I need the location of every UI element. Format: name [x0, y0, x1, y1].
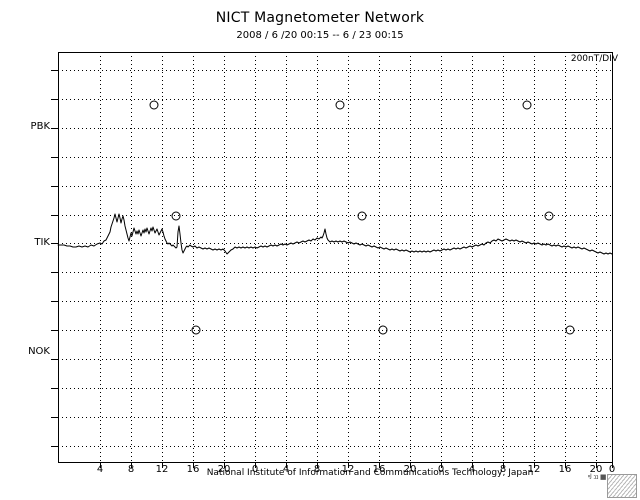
noon-marker-nok — [191, 325, 201, 335]
grid-lines — [58, 52, 612, 462]
x-axis-label: 16 — [558, 464, 572, 475]
noon-marker-nok — [378, 325, 388, 335]
y-axis-label-nok: NOK — [28, 346, 50, 357]
x-axis-label: 0 — [437, 464, 445, 475]
x-axis-label: 20 — [589, 464, 603, 475]
x-axis-label: 12 — [341, 464, 355, 475]
corner-watermark — [607, 474, 637, 498]
x-axis-label: 0 — [608, 464, 616, 475]
x-axis-label: 8 — [313, 464, 321, 475]
y-axis-label-pbk: PBK — [30, 121, 50, 132]
x-axis-label: 0 — [251, 464, 259, 475]
decorative-glyph: ננ ﻟײ ■ — [587, 473, 607, 481]
x-axis-label: 16 — [186, 464, 200, 475]
x-axis-label: 4 — [282, 464, 290, 475]
x-axis-label: 16 — [372, 464, 386, 475]
noon-marker-tik — [357, 211, 367, 221]
noon-markers — [149, 100, 575, 335]
time-range-subtitle: 2008 / 6 /20 00:15 -- 6 / 23 00:15 — [236, 30, 404, 41]
noon-marker-tik — [171, 211, 181, 221]
x-axis-label: 12 — [527, 464, 541, 475]
plot-frame — [58, 52, 613, 463]
noon-marker-tik — [544, 211, 554, 221]
x-axis-ticks — [100, 462, 613, 468]
x-axis-label: 4 — [468, 464, 476, 475]
noon-marker-pbk — [335, 100, 345, 110]
x-axis-label: 20 — [403, 464, 417, 475]
noon-marker-pbk — [522, 100, 532, 110]
footer-credit: National Institute of Information and Co… — [206, 468, 534, 478]
noon-marker-pbk — [149, 100, 159, 110]
x-axis-label: 20 — [217, 464, 231, 475]
y-axis-ticks — [51, 70, 58, 447]
scale-note: 200nT/DIV — [570, 54, 618, 64]
x-axis-label: 12 — [155, 464, 169, 475]
x-axis-label: 4 — [96, 464, 104, 475]
y-axis-label-tik: TIK — [34, 237, 50, 248]
x-axis-label: 8 — [499, 464, 507, 475]
trace-tik — [57, 213, 613, 255]
page-title: NICT Magnetometer Network — [215, 10, 425, 26]
x-axis-label: 8 — [127, 464, 135, 475]
noon-marker-nok — [565, 325, 575, 335]
